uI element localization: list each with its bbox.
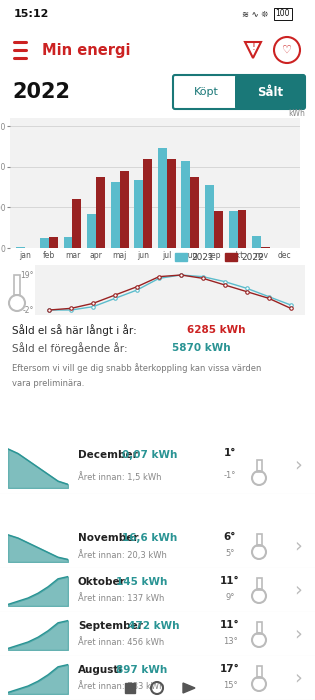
Bar <box>229 211 238 248</box>
Bar <box>256 460 261 472</box>
Text: 6°: 6° <box>224 532 236 542</box>
Text: 9°: 9° <box>225 594 235 603</box>
Text: 15:12: 15:12 <box>14 9 49 19</box>
Bar <box>134 180 143 248</box>
Bar <box>87 214 96 248</box>
Bar <box>143 160 152 248</box>
Text: 11°: 11° <box>220 620 240 630</box>
Bar <box>120 171 129 248</box>
Text: 2022: 2022 <box>241 253 264 262</box>
Text: 5870 kWh: 5870 kWh <box>172 343 231 353</box>
Text: 472 kWh: 472 kWh <box>128 621 179 631</box>
FancyBboxPatch shape <box>173 75 305 109</box>
Bar <box>14 275 20 295</box>
Bar <box>49 237 58 248</box>
Text: 17°: 17° <box>220 664 240 674</box>
Text: Historiska värden: Historiska värden <box>12 503 129 515</box>
Text: Året innan: 783 kWh: Året innan: 783 kWh <box>78 682 164 692</box>
Text: 6285 kWh: 6285 kWh <box>187 325 245 335</box>
Text: !: ! <box>251 42 255 52</box>
Bar <box>16 247 25 248</box>
Text: December: December <box>78 449 138 460</box>
Text: ›: › <box>294 456 302 475</box>
Polygon shape <box>183 683 195 693</box>
Text: kWh: kWh <box>288 109 305 118</box>
Text: 100: 100 <box>276 10 290 18</box>
Bar <box>64 237 72 248</box>
Text: 0,07 kWh: 0,07 kWh <box>122 449 177 460</box>
Text: Året innan: 1,5 kWh: Året innan: 1,5 kWh <box>78 472 162 482</box>
Text: ♡: ♡ <box>282 45 292 55</box>
Text: 13°: 13° <box>223 638 238 646</box>
Bar <box>167 159 176 248</box>
Text: 2022: 2022 <box>12 82 70 102</box>
Bar <box>225 253 237 261</box>
Text: Året innan: 137 kWh: Året innan: 137 kWh <box>78 594 164 603</box>
Bar <box>96 177 105 248</box>
Text: 16,6 kWh: 16,6 kWh <box>122 533 177 543</box>
Bar <box>205 185 214 248</box>
Text: Året innan: 20,3 kWh: Året innan: 20,3 kWh <box>78 550 167 560</box>
Text: Året innan: 456 kWh: Året innan: 456 kWh <box>78 638 164 648</box>
Text: ›: › <box>294 624 302 643</box>
Bar <box>190 176 199 248</box>
Text: 5°: 5° <box>225 550 235 559</box>
Bar <box>256 578 261 590</box>
Text: -1°: -1° <box>224 471 236 480</box>
Bar <box>175 253 187 261</box>
Text: ›: › <box>294 668 302 687</box>
Text: 1°: 1° <box>224 449 236 458</box>
Text: Min energi: Min energi <box>42 43 130 57</box>
Bar <box>256 622 261 634</box>
Text: Köpt: Köpt <box>193 87 218 97</box>
Text: Denna månad: Denna månad <box>12 414 104 428</box>
Bar <box>214 211 223 248</box>
Text: Såld el så här långt i år:: Såld el så här långt i år: <box>12 324 140 336</box>
Text: Eftersom vi vill ge dig snabb återkoppling kan vissa värden: Eftersom vi vill ge dig snabb återkoppli… <box>12 363 261 373</box>
Text: vara preliminära.: vara preliminära. <box>12 379 84 389</box>
Text: November: November <box>78 533 139 543</box>
Text: 897 kWh: 897 kWh <box>117 665 168 675</box>
Text: ›: › <box>294 536 302 556</box>
Text: Såld el föregående år:: Såld el föregående år: <box>12 342 131 354</box>
Bar <box>238 210 246 248</box>
Bar <box>252 236 261 248</box>
Text: September: September <box>78 621 143 631</box>
FancyBboxPatch shape <box>235 75 305 109</box>
Text: Augusti: Augusti <box>78 665 123 675</box>
Text: Oktober: Oktober <box>78 577 126 587</box>
Bar <box>181 161 190 248</box>
Bar <box>111 182 120 248</box>
Bar <box>158 148 167 248</box>
Text: ›: › <box>294 580 302 599</box>
Bar <box>261 246 270 248</box>
Bar <box>72 199 82 248</box>
Bar <box>40 238 49 248</box>
Text: Sålt: Sålt <box>257 85 283 99</box>
Text: 11°: 11° <box>220 576 240 586</box>
Bar <box>256 666 261 678</box>
Text: 15°: 15° <box>223 681 237 690</box>
Text: 145 kWh: 145 kWh <box>117 577 168 587</box>
Text: 2021: 2021 <box>191 253 214 262</box>
Text: ≋ ∿ ❊: ≋ ∿ ❊ <box>242 10 268 18</box>
Bar <box>125 683 135 693</box>
Bar <box>256 534 261 546</box>
